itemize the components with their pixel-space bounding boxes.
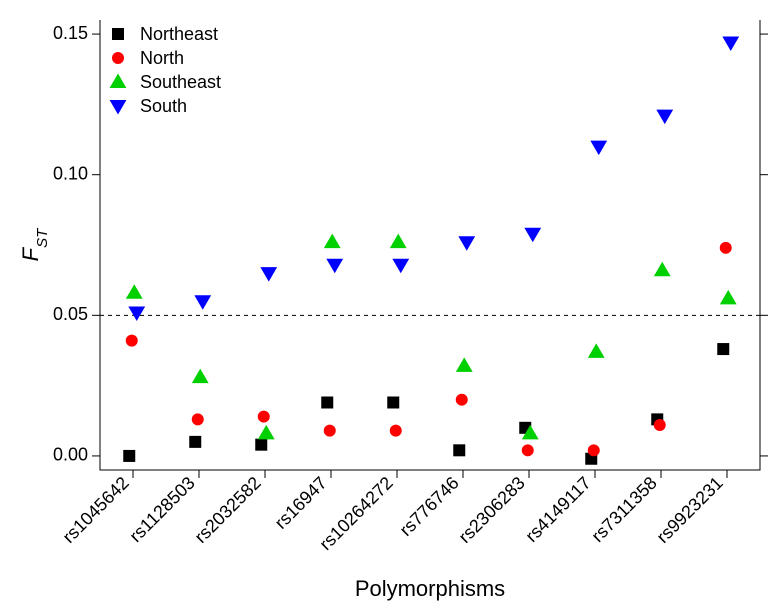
- legend-label: Southeast: [140, 72, 221, 92]
- x-tick-label: rs16947: [271, 473, 331, 533]
- series-southeast: [127, 235, 736, 439]
- chart-container: 0.00 0.05 0.10 0.15 rs1045642rs1128503rs2032…: [0, 0, 784, 606]
- x-tick-label: rs1128503: [125, 473, 198, 546]
- x-tick-label: rs2306283: [455, 473, 529, 547]
- series-north: [126, 242, 731, 456]
- x-tick-label: rs4149117: [521, 473, 594, 546]
- legend-label: North: [140, 48, 184, 68]
- legend: Northeast North Southeast South: [110, 24, 221, 116]
- x-tick-label: rs7311358: [587, 473, 660, 546]
- y-tick-label: 0.10: [53, 163, 88, 183]
- y-axis-title: FST: [18, 227, 51, 261]
- x-tick-label: rs2032582: [191, 473, 265, 547]
- y-tick-label: 0.15: [53, 23, 88, 43]
- y-tick-label: 0.00: [53, 445, 88, 465]
- x-tick-label: rs776746: [396, 473, 463, 540]
- x-tick-label: rs1045642: [59, 473, 133, 547]
- x-axis-title: Polymorphisms: [355, 576, 505, 601]
- x-tick-label: rs9923231: [653, 473, 727, 547]
- y-tick-label: 0.05: [53, 304, 88, 324]
- legend-label: Northeast: [140, 24, 218, 44]
- series-northeast: [124, 344, 729, 465]
- legend-label: South: [140, 96, 187, 116]
- fst-scatter-chart: 0.00 0.05 0.10 0.15 rs1045642rs1128503rs2032…: [0, 0, 784, 606]
